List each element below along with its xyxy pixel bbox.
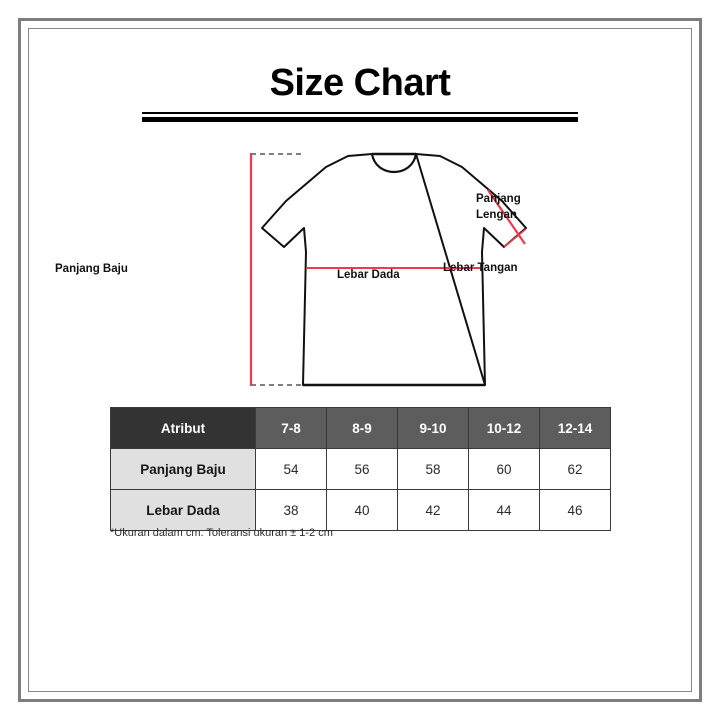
- cell-lebar-dada-9-10: 42: [397, 489, 469, 531]
- cell-panjang-baju-7-8: 54: [255, 448, 327, 490]
- label-lebar-tangan: Lebar Tangan: [443, 262, 518, 274]
- cell-lebar-dada-8-9: 40: [326, 489, 398, 531]
- divider-thin-line: [142, 112, 578, 114]
- label-panjang-lengan: Panjang Lengan: [476, 192, 521, 223]
- decorative-frame-outer: [18, 18, 702, 702]
- table-header-row: Atribut 7-8 8-9 9-10 10-12 12-14: [110, 407, 611, 449]
- header-size-10-12: 10-12: [468, 407, 540, 449]
- tshirt-left-outline: [261, 153, 373, 386]
- cell-lebar-dada-10-12: 44: [468, 489, 540, 531]
- cell-panjang-baju-8-9: 56: [326, 448, 398, 490]
- cell-panjang-baju-9-10: 58: [397, 448, 469, 490]
- header-size-7-8: 7-8: [255, 407, 327, 449]
- title-divider: [142, 112, 578, 122]
- cell-lebar-dada-12-14: 46: [539, 489, 611, 531]
- label-lebar-dada: Lebar Dada: [337, 269, 400, 281]
- table-row: Panjang Baju 54 56 58 60 62: [110, 448, 611, 490]
- size-table: Atribut 7-8 8-9 9-10 10-12 12-14 Panjang…: [110, 407, 611, 531]
- label-panjang-baju: Panjang Baju: [55, 263, 128, 275]
- cell-panjang-baju-12-14: 62: [539, 448, 611, 490]
- row-label-panjang-baju: Panjang Baju: [110, 448, 256, 490]
- header-size-9-10: 9-10: [397, 407, 469, 449]
- decorative-frame-inner: [28, 28, 692, 692]
- table-row: Lebar Dada 38 40 42 44 46: [110, 489, 611, 531]
- divider-thick-line: [142, 117, 578, 122]
- page-title: Size Chart: [269, 62, 451, 104]
- tshirt-diagram: [110, 140, 610, 400]
- tshirt-collar: [370, 152, 418, 174]
- row-label-lebar-dada: Lebar Dada: [110, 489, 256, 531]
- header-attribute: Atribut: [110, 407, 256, 449]
- footnote: *Ukuran dalam cm. Toleransi ukuran ± 1-2…: [110, 527, 333, 539]
- cell-lebar-dada-7-8: 38: [255, 489, 327, 531]
- header-size-8-9: 8-9: [326, 407, 398, 449]
- cell-panjang-baju-10-12: 60: [468, 448, 540, 490]
- label-panjang-lengan-line2: Lengan: [476, 208, 517, 221]
- measure-line-lebar-tangan: [503, 228, 527, 248]
- tshirt-illustration: [249, 152, 527, 387]
- label-panjang-lengan-line1: Panjang: [476, 193, 521, 205]
- header-size-12-14: 12-14: [539, 407, 611, 449]
